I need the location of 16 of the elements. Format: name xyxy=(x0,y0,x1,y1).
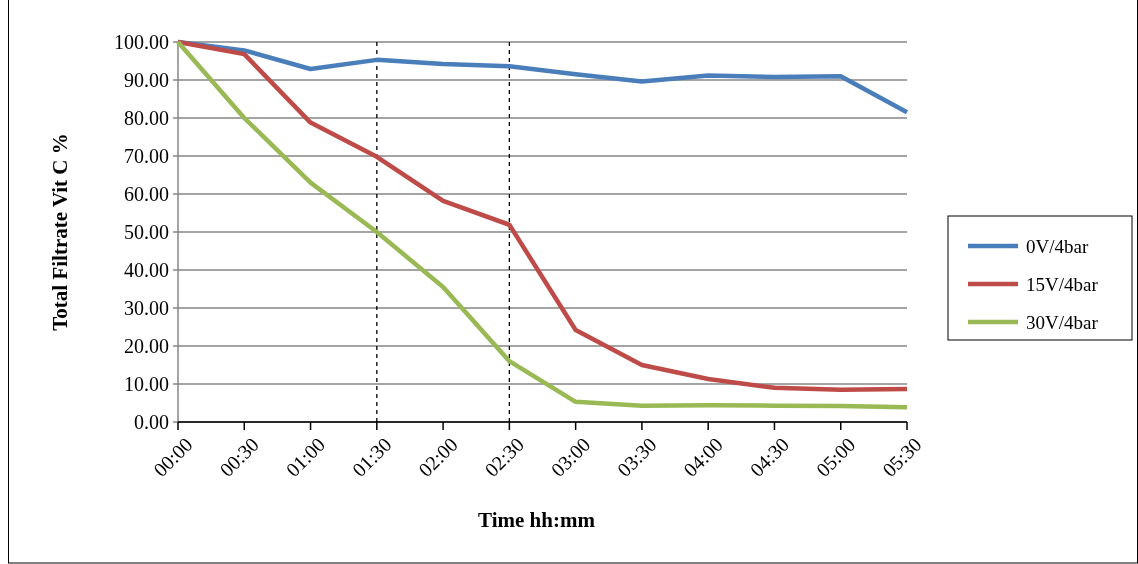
legend-label: 0V/4bar xyxy=(1026,235,1089,257)
y-tick-label: 0.00 xyxy=(134,411,169,433)
x-axis-title: Time hh:mm xyxy=(478,508,596,532)
legend-label: 15V/4bar xyxy=(1026,273,1099,295)
y-tick-label: 60.00 xyxy=(124,183,169,205)
y-tick-label: 70.00 xyxy=(124,145,169,167)
y-tick-label: 10.00 xyxy=(124,373,169,395)
y-tick-label: 90.00 xyxy=(124,69,169,91)
y-tick-label: 50.00 xyxy=(124,221,169,243)
y-tick-label: 30.00 xyxy=(124,297,169,319)
y-tick-label: 20.00 xyxy=(124,335,169,357)
legend-label: 30V/4bar xyxy=(1026,311,1099,333)
y-tick-label: 80.00 xyxy=(124,107,169,129)
y-axis-title: Total Filtrate Vit C % xyxy=(48,133,72,331)
y-tick-label: 40.00 xyxy=(124,259,169,281)
y-tick-label: 100.00 xyxy=(114,31,169,53)
